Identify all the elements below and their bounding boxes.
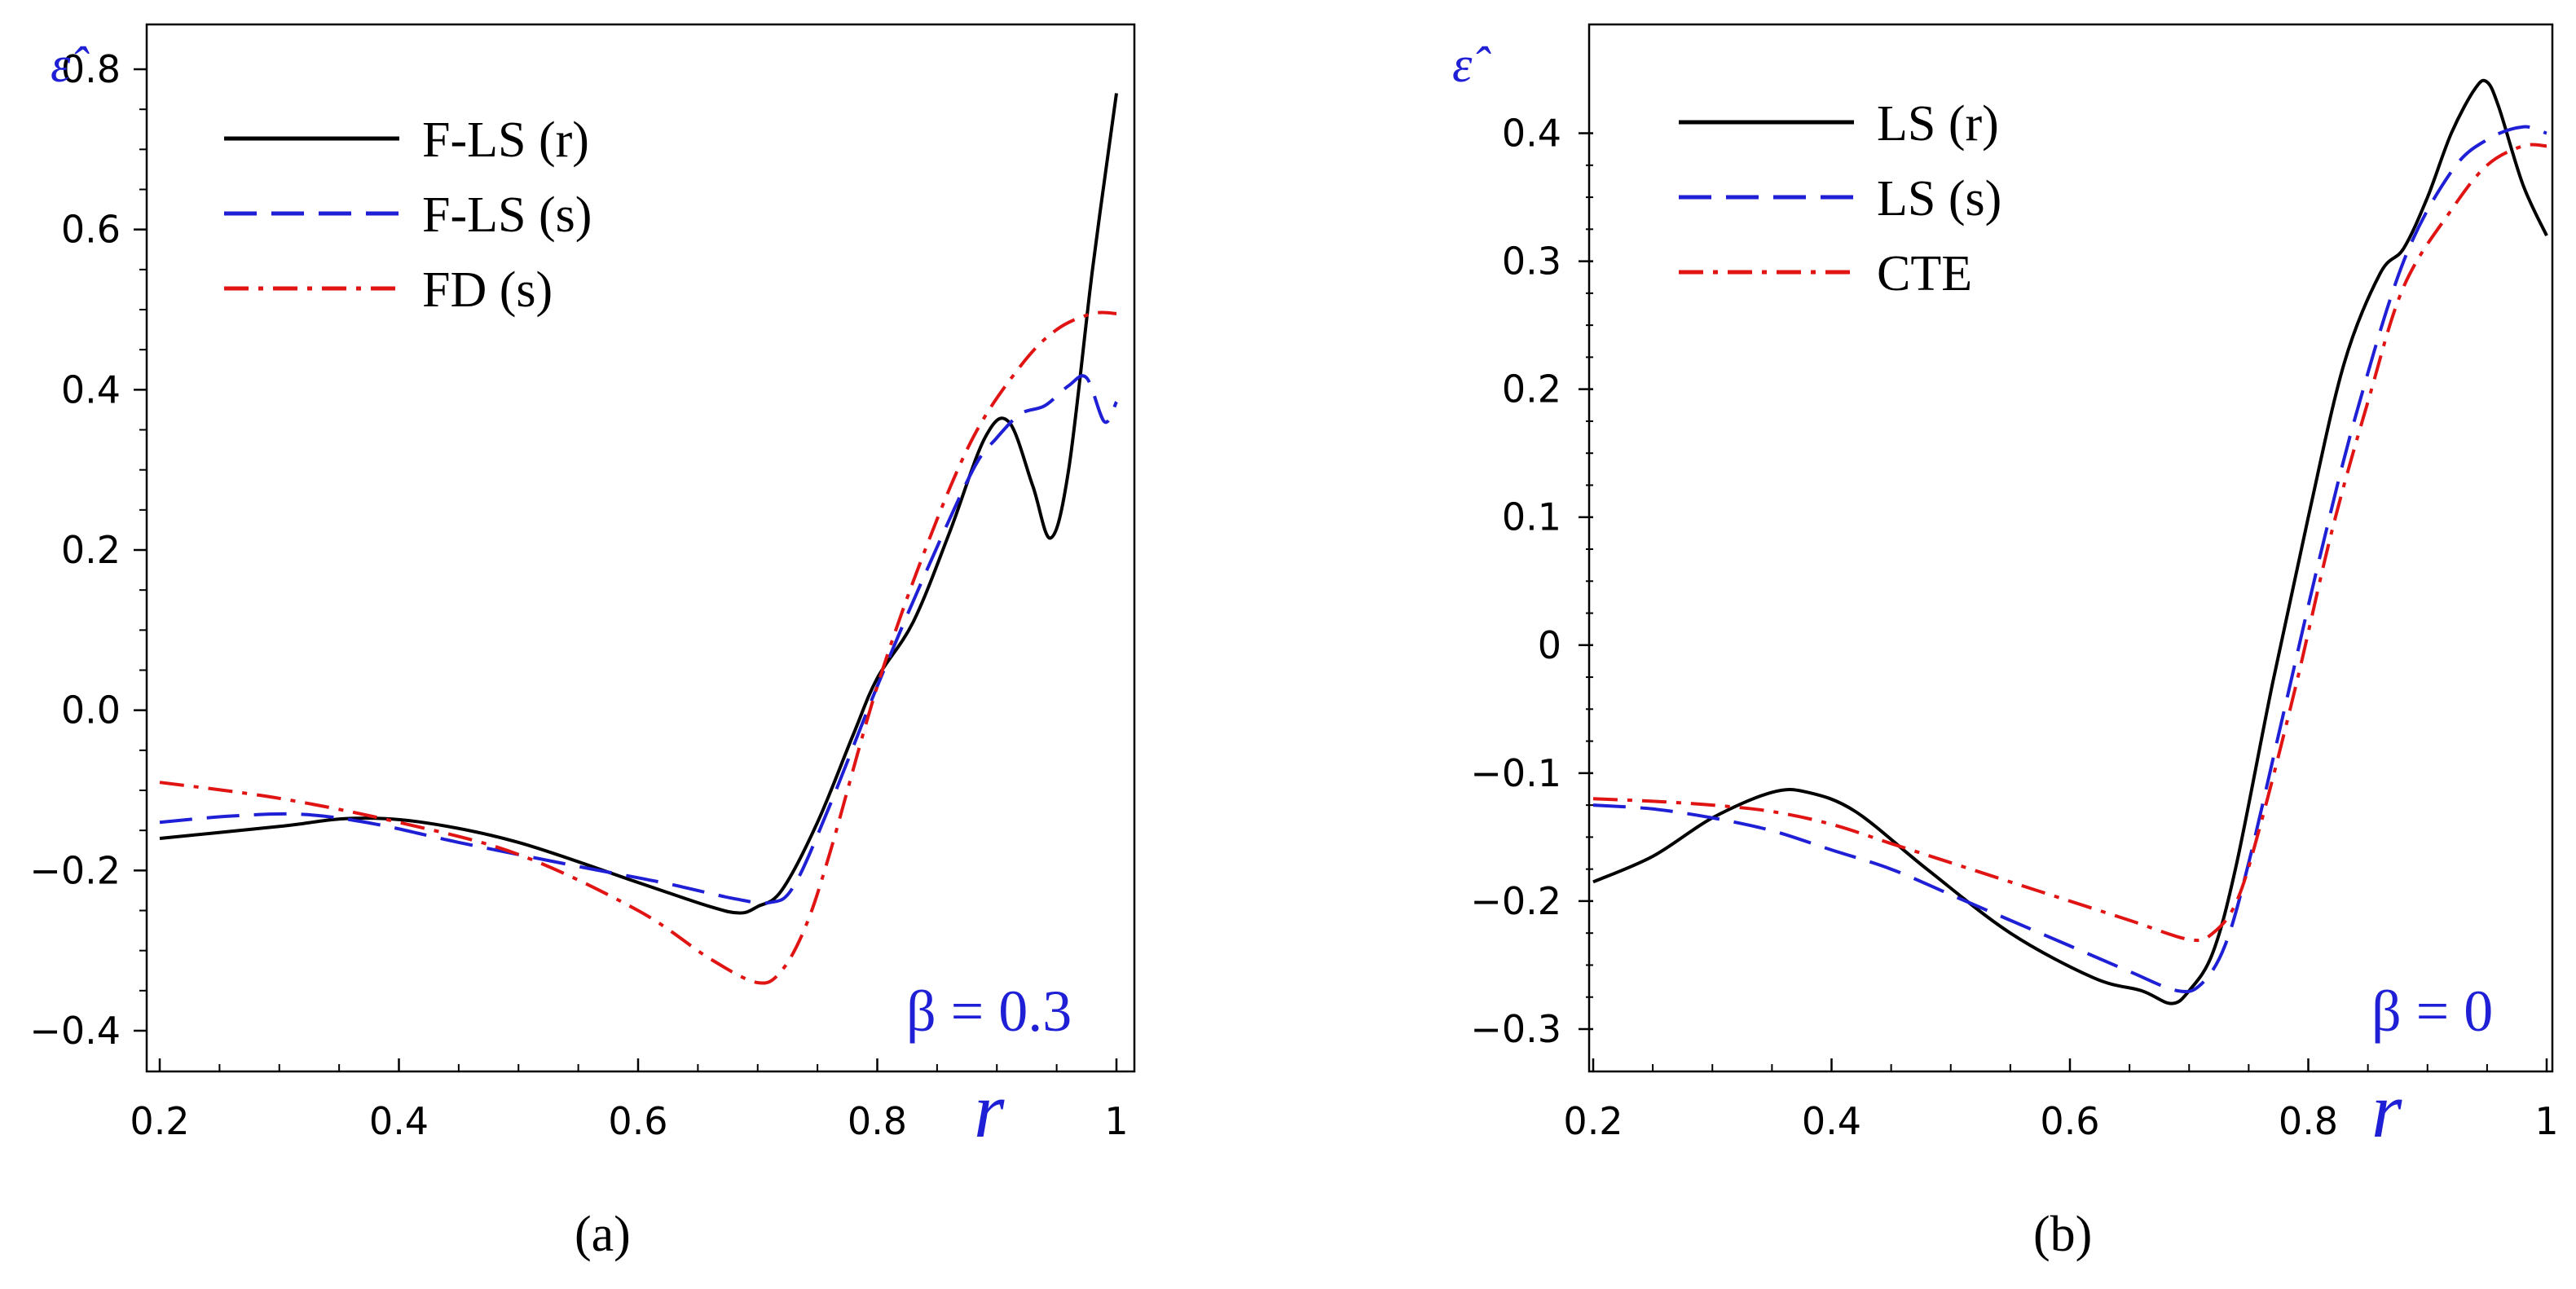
series-line-2 <box>159 374 1118 905</box>
y-tick-label: 0.0 <box>61 688 121 732</box>
y-tick-label: −0.1 <box>1470 751 1561 795</box>
x-tick-label: 0.6 <box>2040 1099 2099 1143</box>
y-tick-label: −0.2 <box>29 848 121 892</box>
x-tick-label: 0.2 <box>1563 1099 1623 1143</box>
legend-label-3: CTE <box>1877 246 1972 301</box>
panel-a: 0.2 0.4 0.6 0.8 1 −0.4 −0.2 0.0 0.2 0.4 0.6 0.8 F-L… <box>29 23 1136 1262</box>
caption-a: (a) <box>575 1207 631 1262</box>
y-tick-label: −0.2 <box>1470 879 1561 923</box>
series-line-3 <box>1592 143 2547 943</box>
beta-annotation: β = 0.3 <box>906 979 1072 1044</box>
panel-b: 0.2 0.4 0.6 0.8 1 −0.3 −0.2 −0.1 0 0.1 0.2 0.3 0.4 L… <box>1452 23 2559 1262</box>
y-tick-label: 0.3 <box>1502 240 1561 284</box>
x-tick-label: 0.6 <box>608 1099 667 1143</box>
y-tick-label: −0.3 <box>1470 1007 1561 1051</box>
legend-label-3: FD (s) <box>422 262 553 318</box>
x-tick-label: 0.4 <box>369 1099 429 1143</box>
legend-label-1: LS (r) <box>1877 96 1999 152</box>
y-tick-label: 0.8 <box>61 47 121 91</box>
plot-frame <box>145 23 1136 1073</box>
x-tick-label: 1 <box>1104 1099 1128 1143</box>
series-line-1 <box>1592 78 2548 1005</box>
x-tick-label: 0.2 <box>130 1099 189 1143</box>
caption-b: (b) <box>2033 1207 2092 1262</box>
y-axis-label: ε̂ <box>1452 37 1491 93</box>
plot-frame <box>1587 23 2554 1073</box>
y-tick-label: 0.2 <box>61 528 121 572</box>
y-tick-label: −0.4 <box>29 1009 121 1053</box>
y-tick-label: 0.4 <box>1502 112 1561 156</box>
legend-label-2: F-LS (s) <box>422 187 592 243</box>
series-line-1 <box>159 93 1118 915</box>
beta-annotation: β = 0 <box>2371 979 2493 1044</box>
x-axis-label: r <box>2371 1067 2402 1154</box>
x-tick-label: 0.8 <box>2279 1099 2338 1143</box>
y-tick-label: 0.1 <box>1502 495 1561 539</box>
x-tick-label: 0.8 <box>848 1099 907 1143</box>
legend-label-1: F-LS (r) <box>422 112 589 168</box>
series-line-2 <box>1592 125 2547 994</box>
y-tick-label: 0.4 <box>61 367 121 411</box>
x-tick-label: 1 <box>2534 1099 2558 1143</box>
x-axis-label: r <box>974 1067 1005 1154</box>
y-tick-label: 0.6 <box>61 208 121 252</box>
legend-label-2: LS (s) <box>1877 171 2001 227</box>
y-tick-label: 0.2 <box>1502 367 1561 411</box>
x-tick-label: 0.4 <box>1802 1099 1861 1143</box>
y-tick-label: 0 <box>1538 623 1561 667</box>
